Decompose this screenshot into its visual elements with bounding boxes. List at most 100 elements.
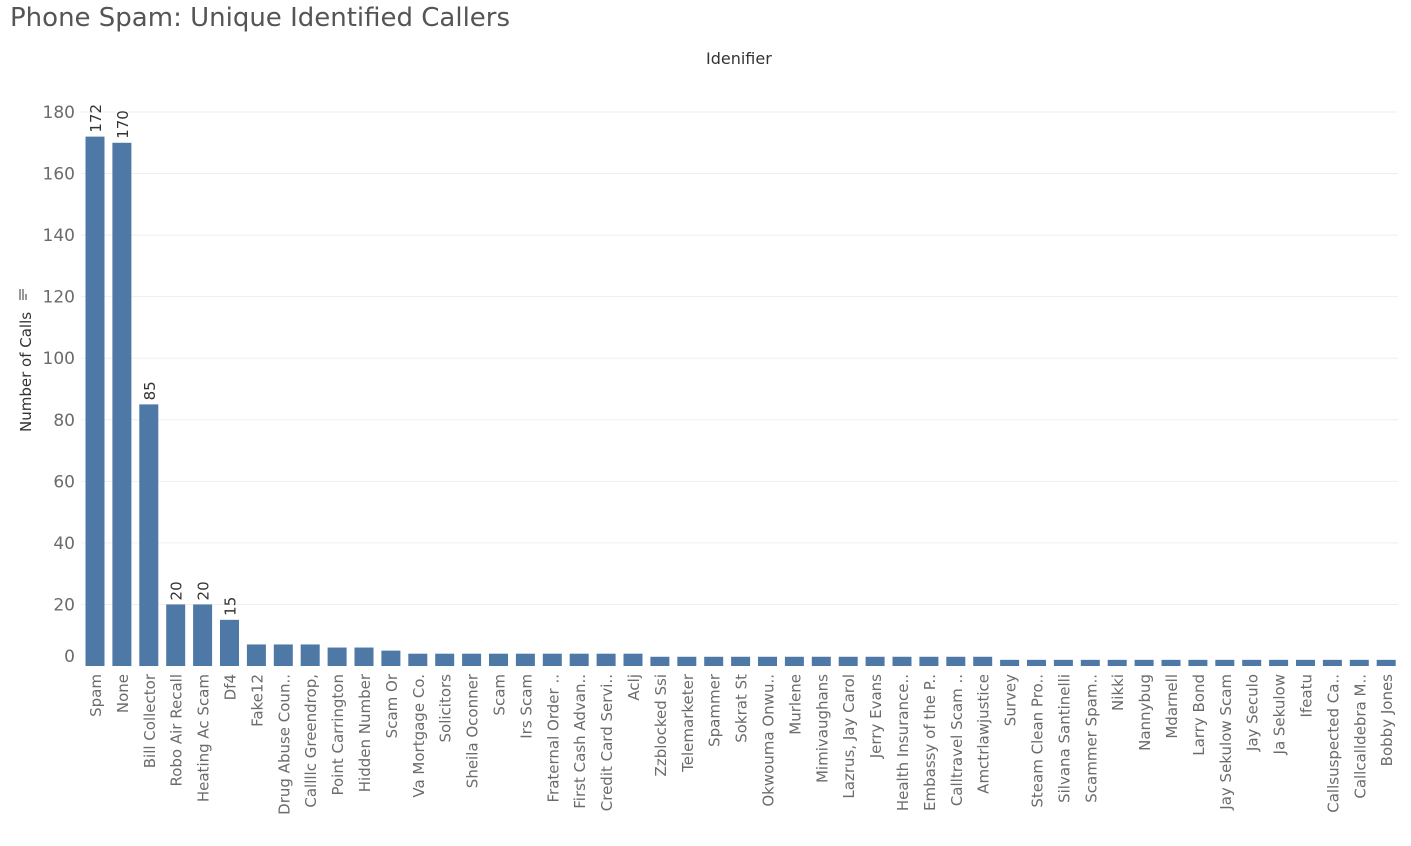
x-category-label[interactable]: Mdarnell	[1163, 674, 1181, 739]
bar[interactable]	[731, 656, 751, 666]
bar[interactable]	[435, 653, 455, 666]
x-category-label[interactable]: Silvana Santinelli	[1055, 674, 1073, 803]
x-category-label[interactable]: Mimivaughans	[813, 674, 831, 783]
x-category-label[interactable]: Ja Sekulow	[1271, 674, 1289, 755]
x-category-label[interactable]: Robo Air Recall	[168, 674, 186, 787]
bar[interactable]	[865, 656, 885, 666]
x-category-label[interactable]: Scammer Spam..	[1082, 674, 1100, 803]
x-category-label[interactable]: Sheila Oconner	[464, 673, 482, 788]
x-category-label[interactable]: Solicitors	[437, 674, 455, 743]
x-category-label[interactable]: Aclj	[625, 674, 643, 701]
sort-descending-icon[interactable]	[19, 289, 27, 300]
x-category-label[interactable]: Jerry Evans	[867, 674, 885, 759]
x-category-label[interactable]: Amctrlawjustice	[975, 674, 993, 794]
bar[interactable]	[489, 653, 508, 666]
x-category-label[interactable]: Sokrat St	[733, 674, 751, 743]
bar[interactable]	[246, 644, 266, 666]
x-category-label[interactable]: Spam	[87, 674, 105, 717]
x-category-label[interactable]: Jay Seculo	[1244, 674, 1262, 752]
bar[interactable]	[1053, 659, 1073, 666]
bar[interactable]	[784, 656, 804, 666]
bar[interactable]	[300, 644, 320, 666]
bar[interactable]	[946, 656, 966, 666]
bar[interactable]	[1242, 659, 1262, 666]
x-category-label[interactable]: Telemarketer	[679, 673, 697, 773]
x-category-label[interactable]: Credit Card Servi..	[598, 674, 616, 811]
x-category-label[interactable]: Lazrus, Jay Carol	[840, 674, 858, 799]
x-category-label[interactable]: Bill Collector	[141, 673, 159, 768]
bar[interactable]	[569, 653, 589, 666]
x-category-label[interactable]: Zzblocked Ssi	[652, 674, 670, 776]
x-category-label[interactable]: Heating Ac Scam	[195, 674, 213, 802]
x-category-label[interactable]: Murlene	[786, 674, 804, 735]
x-category-label[interactable]: Nikki	[1109, 674, 1127, 711]
y-axis-title-group[interactable]: Number of Calls	[17, 289, 35, 432]
bar[interactable]	[1161, 659, 1181, 666]
bar[interactable]	[462, 653, 482, 666]
bar[interactable]	[596, 653, 616, 666]
x-category-label[interactable]: Callllc Greendrop,	[302, 674, 320, 808]
bar[interactable]	[704, 656, 724, 666]
x-category-label[interactable]: Scam	[491, 674, 509, 716]
x-category-label[interactable]: Bobby Jones	[1378, 674, 1396, 766]
x-category-label[interactable]: Irs Scam	[517, 674, 535, 739]
bar[interactable]	[381, 650, 401, 666]
bar[interactable]	[166, 604, 186, 666]
bar[interactable]	[1107, 659, 1127, 666]
x-category-label[interactable]: Nannybug	[1136, 674, 1154, 751]
bar[interactable]	[515, 653, 535, 666]
x-category-label[interactable]: Hidden Number	[356, 673, 374, 792]
bar[interactable]	[1000, 659, 1020, 666]
bar[interactable]	[1080, 659, 1100, 666]
x-category-label[interactable]: Callsuspected Ca..	[1324, 674, 1342, 813]
bar[interactable]	[1322, 659, 1342, 666]
bar[interactable]	[1027, 659, 1046, 666]
bar[interactable]	[408, 653, 428, 666]
x-category-label[interactable]: Callcalldebra M..	[1351, 674, 1369, 799]
x-category-label[interactable]: Point Carrington	[329, 674, 347, 796]
bar[interactable]	[542, 653, 562, 666]
bar[interactable]	[193, 604, 213, 666]
x-category-label[interactable]: Scam Or	[383, 673, 401, 738]
bar[interactable]	[327, 647, 347, 666]
bar[interactable]	[623, 653, 643, 666]
bar[interactable]	[838, 656, 858, 666]
bar[interactable]	[1188, 659, 1208, 666]
bar[interactable]	[1376, 659, 1396, 666]
bar[interactable]	[1269, 659, 1289, 666]
x-category-label[interactable]: Calltravel Scam ..	[948, 674, 966, 806]
x-category-label[interactable]: Fake12	[248, 674, 266, 727]
bar[interactable]	[811, 656, 831, 666]
x-category-label[interactable]: Larry Bond	[1190, 674, 1208, 756]
bar[interactable]	[892, 656, 912, 666]
bar[interactable]	[1296, 659, 1315, 666]
x-category-label[interactable]: Ifeatu	[1298, 674, 1316, 718]
bar[interactable]	[650, 656, 670, 666]
bar[interactable]	[758, 656, 777, 666]
x-category-label[interactable]: Df4	[222, 674, 240, 700]
bar[interactable]	[273, 644, 293, 666]
x-category-label[interactable]: Health Insurance..	[894, 674, 912, 811]
bar[interactable]	[85, 136, 105, 667]
bar[interactable]	[354, 647, 374, 666]
bar[interactable]	[677, 656, 697, 666]
bar[interactable]	[220, 619, 239, 666]
x-category-label[interactable]: Spammer	[706, 673, 724, 747]
bar[interactable]	[1215, 659, 1235, 666]
x-category-label[interactable]: Okwouma Onwu..	[760, 674, 778, 807]
x-category-label[interactable]: First Cash Advan..	[571, 674, 589, 809]
bar[interactable]	[973, 656, 993, 666]
x-category-label[interactable]: Drug Abuse Coun..	[275, 674, 293, 815]
x-category-label[interactable]: Fraternal Order ..	[544, 674, 562, 802]
x-category-label[interactable]: Embassy of the P..	[921, 674, 939, 811]
x-category-label[interactable]: Survey	[1002, 674, 1020, 726]
bar[interactable]	[919, 656, 939, 666]
x-category-label[interactable]: Va Mortgage Co.	[410, 674, 428, 798]
x-category-label[interactable]: None	[114, 674, 132, 713]
x-category-label[interactable]: Jay Sekulow Scam	[1217, 674, 1235, 811]
bar[interactable]	[139, 404, 159, 666]
bar[interactable]	[112, 142, 132, 666]
bar[interactable]	[1349, 659, 1369, 666]
bar[interactable]	[1134, 659, 1154, 666]
x-category-label[interactable]: Steam Clean Pro..	[1029, 674, 1047, 808]
